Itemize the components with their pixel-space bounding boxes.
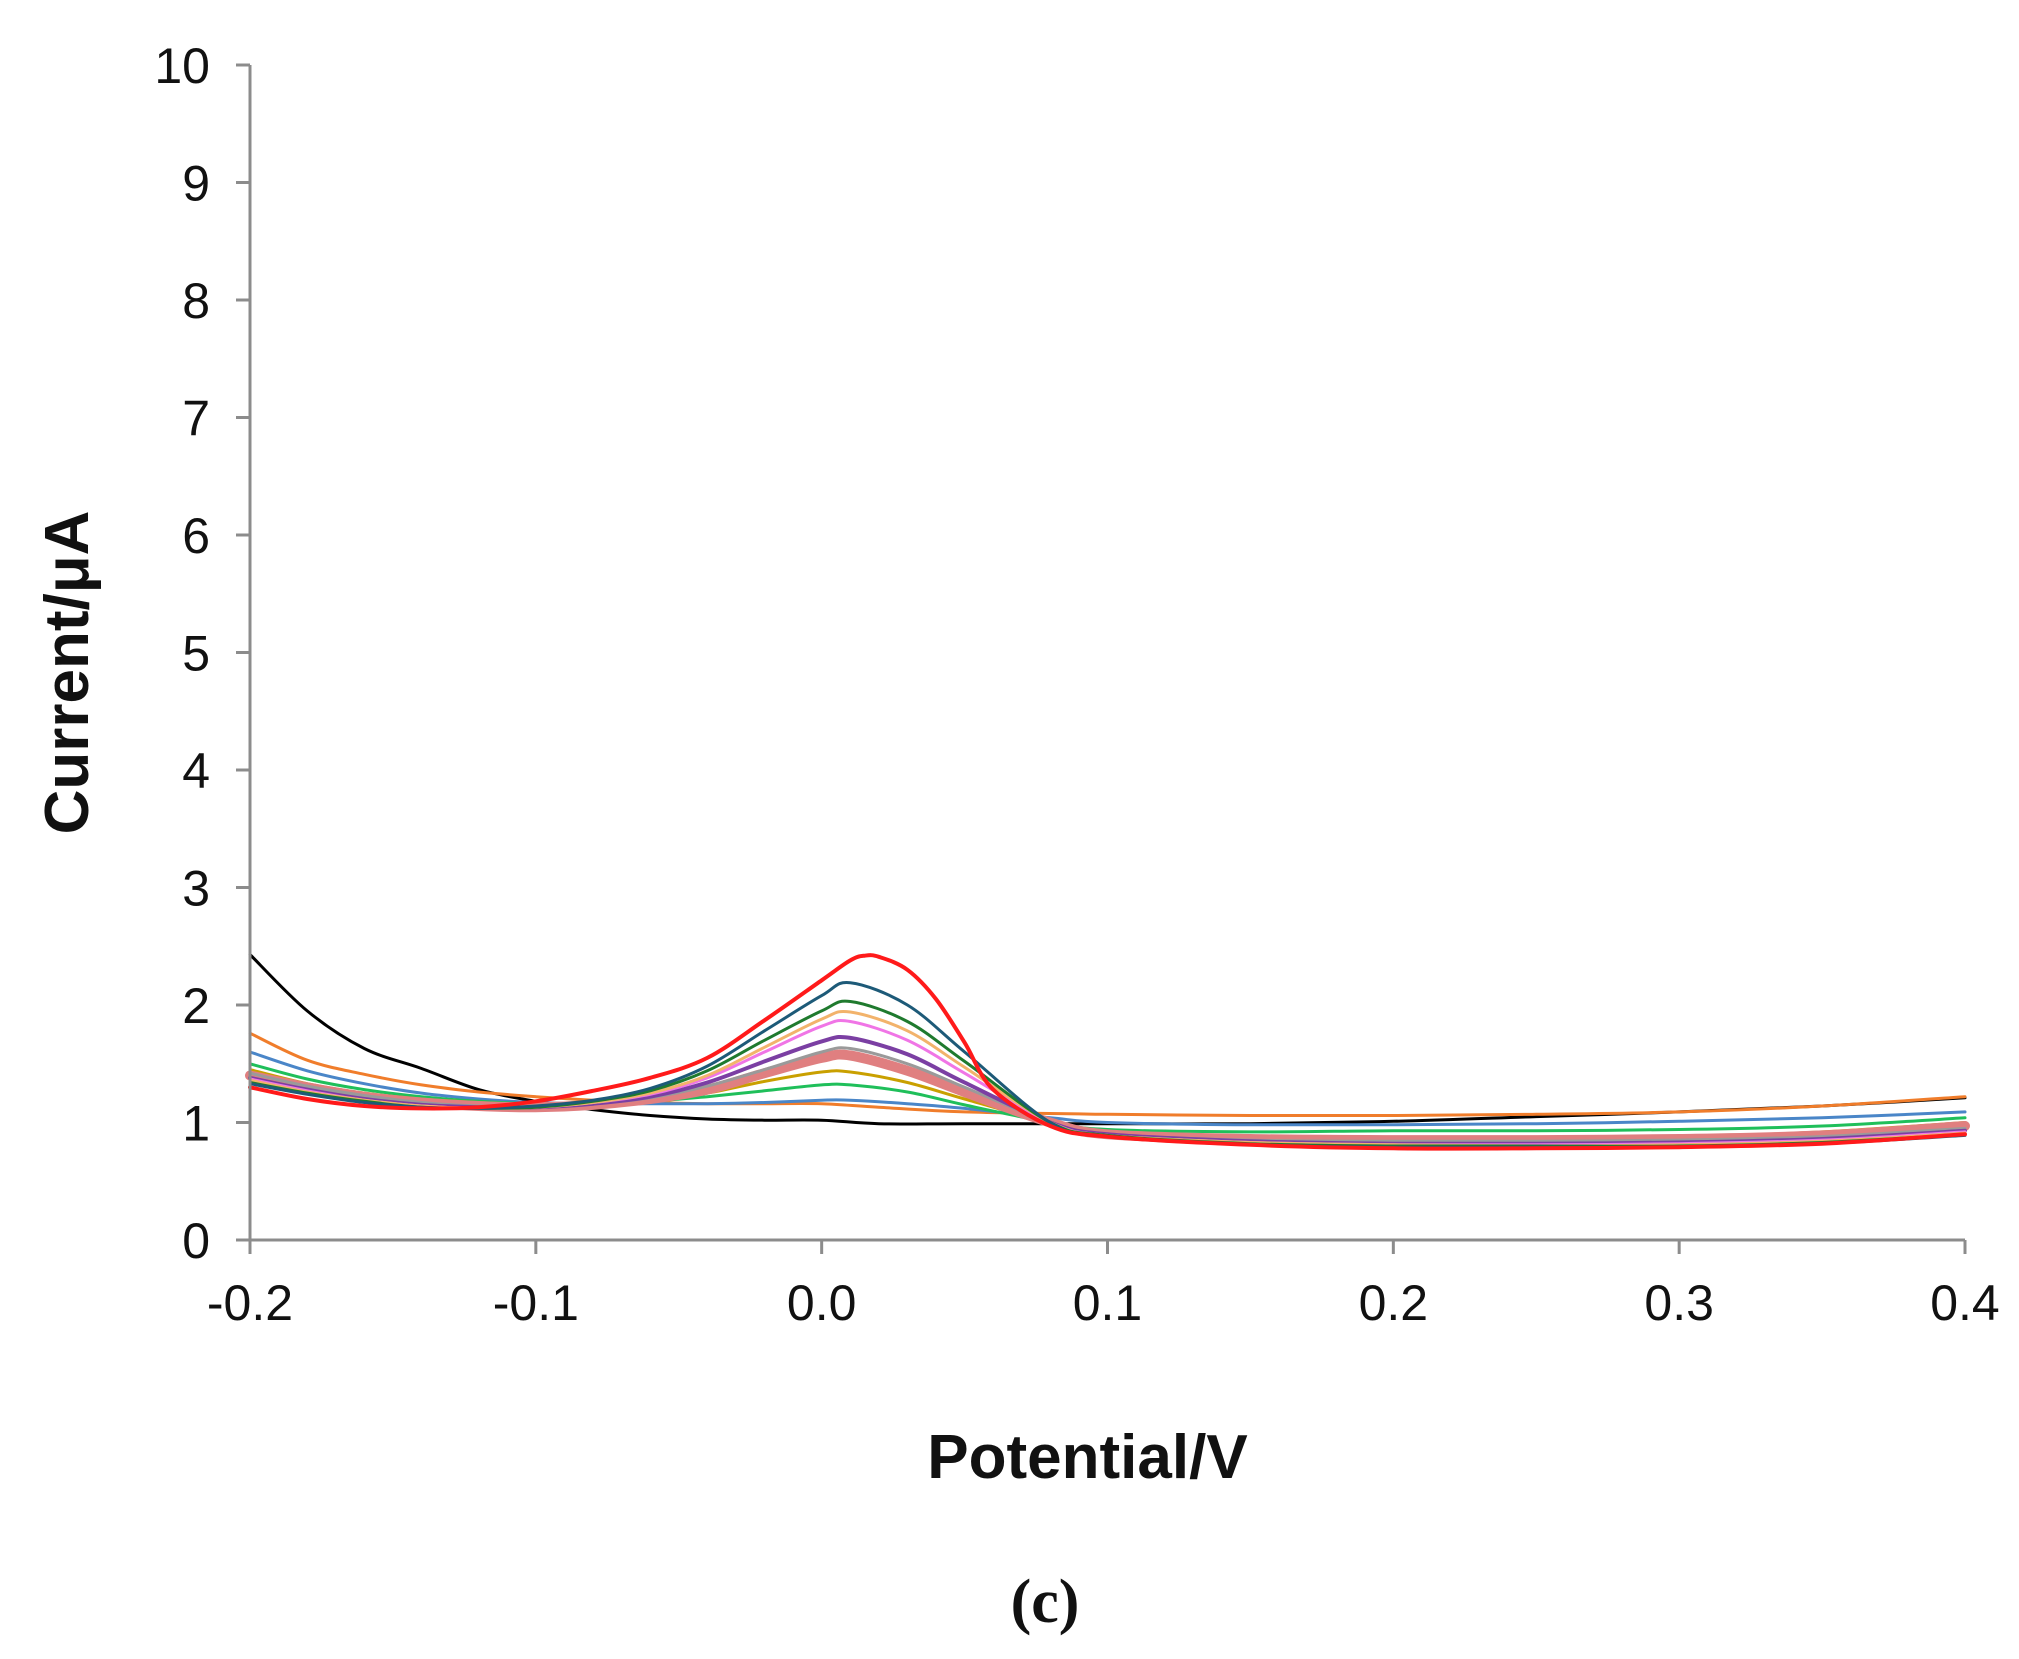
figure-caption: (c) <box>1011 1568 1080 1636</box>
y-tick-label: 7 <box>182 391 210 447</box>
series-layer <box>245 953 1970 1151</box>
series-line-blank <box>248 953 1967 1126</box>
x-axis-title: Potential/V <box>927 1423 1247 1492</box>
y-tick-label: 5 <box>182 626 210 682</box>
x-tick-label: -0.2 <box>207 1275 293 1331</box>
y-tick-label: 4 <box>182 743 210 799</box>
series-line-c1 <box>248 1050 1967 1127</box>
y-tick-label: 8 <box>182 273 210 329</box>
y-tick-label: 9 <box>182 156 210 212</box>
x-tick-label: 0.0 <box>787 1275 857 1331</box>
series-line-c8 <box>248 1009 1967 1148</box>
y-tick-label: 6 <box>182 508 210 564</box>
x-tick-label: 0.1 <box>1073 1275 1143 1331</box>
series-line-c7 <box>248 1019 1967 1147</box>
series-line-c11 <box>248 953 1967 1151</box>
series-line-orange-baseline <box>248 1031 1967 1118</box>
y-tick-label: 1 <box>182 1096 210 1152</box>
y-axis-ticks: 0 1 2 3 4 5 6 7 8 9 10 <box>154 38 250 1269</box>
x-tick-label: 0.4 <box>1930 1275 2000 1331</box>
x-tick-label: 0.3 <box>1644 1275 1714 1331</box>
y-tick-label: 2 <box>182 978 210 1034</box>
x-tick-label: 0.2 <box>1359 1275 1429 1331</box>
x-axis-ticks: -0.2 -0.1 0.0 0.1 0.2 0.3 0.4 <box>207 1240 2000 1331</box>
x-tick-label: -0.1 <box>493 1275 579 1331</box>
y-tick-label: 0 <box>182 1213 210 1269</box>
y-tick-label: 10 <box>154 38 210 94</box>
y-tick-label: 3 <box>182 861 210 917</box>
y-axis-title: Current/μA <box>33 511 102 835</box>
